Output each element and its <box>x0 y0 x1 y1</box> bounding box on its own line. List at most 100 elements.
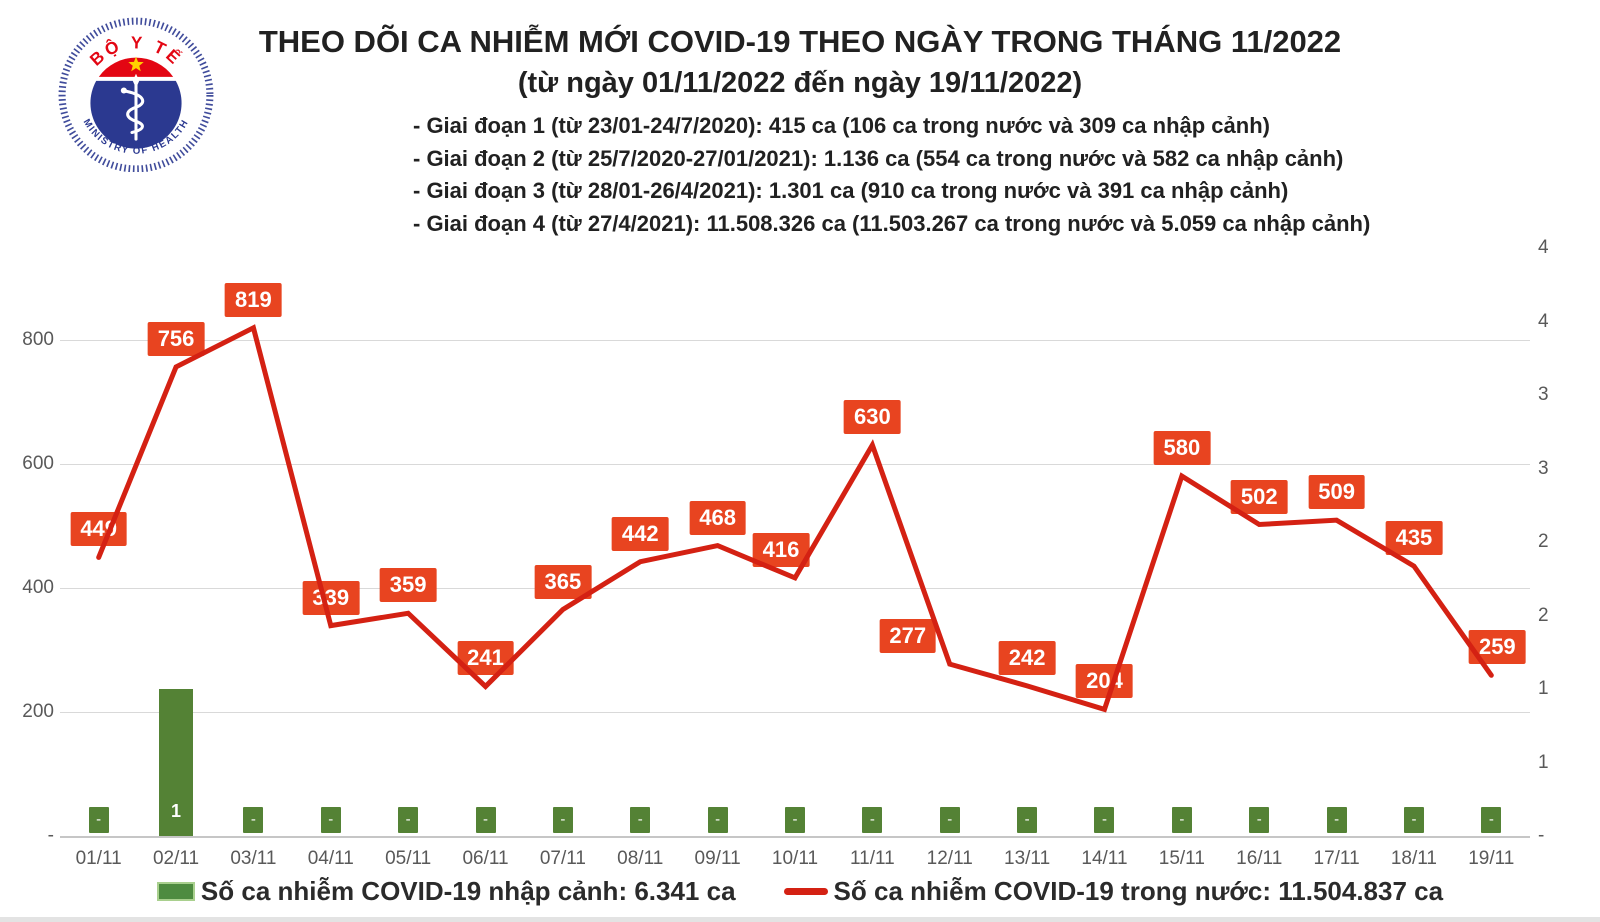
bottom-edge-strip <box>0 917 1600 922</box>
data-point-label: 756 <box>147 321 205 356</box>
x-axis-line <box>60 836 1530 838</box>
x-axis-label: 04/11 <box>307 848 354 869</box>
bar-zero-label: - <box>1171 807 1192 833</box>
bar-zero-label: - <box>785 807 805 833</box>
bar-value-label: 1 <box>171 801 182 821</box>
x-axis-label: 11/11 <box>849 848 895 869</box>
x-axis-label: 02/11 <box>152 848 200 869</box>
logo-snake <box>123 89 145 135</box>
x-axis-label: 16/11 <box>1236 848 1283 869</box>
y-axis-tick-label: 600 <box>22 452 54 474</box>
x-axis-label: 12/11 <box>926 848 973 869</box>
data-point-label: 819 <box>225 282 282 317</box>
secondary-axis-tick-label: 4 <box>1538 310 1549 332</box>
y-axis-tick-label: 800 <box>22 328 54 350</box>
legend-item-domestic: Số ca nhiễm COVID-19 trong nước: 11.504.… <box>783 876 1444 907</box>
secondary-axis-tick-label: 3 <box>1538 384 1549 405</box>
gridline-400 <box>60 587 1530 589</box>
x-axis-label: 17/11 <box>1313 848 1360 869</box>
data-point-label: 204 <box>1076 664 1133 699</box>
bar-zero-label: - <box>1249 807 1270 833</box>
data-point-label: 241 <box>457 641 514 676</box>
bar-zero-label: - <box>1481 807 1502 833</box>
x-axis-label: 18/11 <box>1390 848 1437 869</box>
logo-star <box>128 56 144 72</box>
data-point-label: 502 <box>1230 479 1288 514</box>
legend-label-imported: Số ca nhiễm COVID-19 nhập cảnh: 6.341 ca <box>200 876 736 906</box>
data-point-label: 435 <box>1385 521 1443 556</box>
secondary-axis-tick-label: 1 <box>1538 678 1549 699</box>
ministry-of-health-logo: BỘ Y TẾ MINISTRY OF HEALTH <box>58 17 214 172</box>
secondary-axis-tick-label: 3 <box>1538 457 1549 479</box>
x-axis-label: 08/11 <box>617 848 664 869</box>
bar-zero-label: - <box>475 807 496 833</box>
bar-zero-label: - <box>862 807 883 833</box>
import-bar <box>159 689 194 836</box>
data-point-label: 339 <box>302 580 360 615</box>
bar-zero-label: - <box>1403 807 1424 833</box>
x-axis-label: 14/11 <box>1081 848 1128 869</box>
bar-zero-label: - <box>1017 807 1038 833</box>
bar-zero-label: - <box>939 807 960 833</box>
data-point-label: 259 <box>1468 630 1526 665</box>
y-axis-tick-label: 200 <box>22 700 54 722</box>
chart-title: THEO DÕI CA NHIỄM MỚI COVID-19 THEO NGÀY… <box>258 24 1342 59</box>
phase-summary: - Giai đoạn 1 (từ 23/01-24/7/2020): 415 … <box>413 110 1370 240</box>
phase-line-4: - Giai đoạn 4 (từ 27/4/2021): 11.508.326… <box>413 210 1371 236</box>
x-axis-label: 06/11 <box>462 848 509 869</box>
phase-line-3: - Giai đoạn 3 (từ 28/01-26/4/2021): 1.30… <box>413 178 1289 203</box>
phase-line-1: - Giai đoạn 1 (từ 23/01-24/7/2020): 415 … <box>413 113 1270 138</box>
bar-zero-label: - <box>398 807 419 833</box>
x-axis-label: 01/11 <box>75 848 122 869</box>
x-axis-label: 13/11 <box>1004 848 1051 869</box>
gridline-600 <box>60 463 1530 465</box>
x-axis-label: 09/11 <box>694 848 741 869</box>
data-point-label: 580 <box>1153 431 1211 466</box>
secondary-axis-tick-label: - <box>1538 825 1545 846</box>
bar-zero-label: - <box>243 807 264 833</box>
phase-line-2: - Giai đoạn 2 (từ 25/7/2020-27/01/2021):… <box>413 145 1344 171</box>
data-point-label: 442 <box>611 516 669 551</box>
data-point-label: 242 <box>998 640 1056 675</box>
data-point-label: 630 <box>844 400 901 435</box>
data-point-label: 509 <box>1308 475 1365 510</box>
logo-staff <box>134 82 138 141</box>
data-point-label: 449 <box>70 512 128 547</box>
legend: Số ca nhiễm COVID-19 nhập cảnh: 6.341 ca… <box>0 876 1600 907</box>
data-point-label: 365 <box>534 564 592 599</box>
bar-zero-label: - <box>1094 807 1115 833</box>
x-axis-label: 19/11 <box>1468 848 1515 869</box>
bar-zero-label: - <box>88 807 109 833</box>
x-axis-label: 10/11 <box>771 848 819 869</box>
bar-zero-label: - <box>552 807 573 833</box>
secondary-axis-tick-label: 4 <box>1538 237 1549 258</box>
data-point-label: 277 <box>879 619 937 654</box>
data-point-label: 468 <box>689 500 746 535</box>
x-axis-label: 05/11 <box>385 848 432 869</box>
secondary-axis-tick-label: 1 <box>1538 751 1549 773</box>
bar-zero-label: - <box>707 807 728 833</box>
bar-zero-label: - <box>1326 807 1347 833</box>
legend-line-swatch <box>783 888 828 895</box>
legend-item-imported: Số ca nhiễm COVID-19 nhập cảnh: 6.341 ca <box>156 876 736 907</box>
x-axis-label: 03/11 <box>230 848 277 869</box>
x-axis-label: 07/11 <box>539 848 586 869</box>
legend-label-domestic: Số ca nhiễm COVID-19 trong nước: 11.504.… <box>833 876 1444 906</box>
data-point-label: 359 <box>379 568 437 603</box>
y-axis-tick-label: - <box>47 825 54 846</box>
chart-subtitle: (từ ngày 01/11/2022 đến ngày 19/11/2022) <box>517 67 1083 99</box>
y-axis-tick-label: 400 <box>22 576 54 598</box>
bar-zero-label: - <box>630 807 651 833</box>
data-point-label: 416 <box>752 532 810 567</box>
gridline-200 <box>60 711 1530 713</box>
bar-zero-label: - <box>320 807 341 833</box>
logo-staff-top <box>132 73 140 88</box>
x-axis-label: 15/11 <box>1158 848 1205 869</box>
secondary-axis-tick-label: 2 <box>1538 531 1549 552</box>
legend-bar-swatch <box>156 882 195 901</box>
gridline-800 <box>60 339 1530 341</box>
secondary-axis-tick-label: 2 <box>1538 604 1549 626</box>
logo-ring <box>58 17 214 172</box>
